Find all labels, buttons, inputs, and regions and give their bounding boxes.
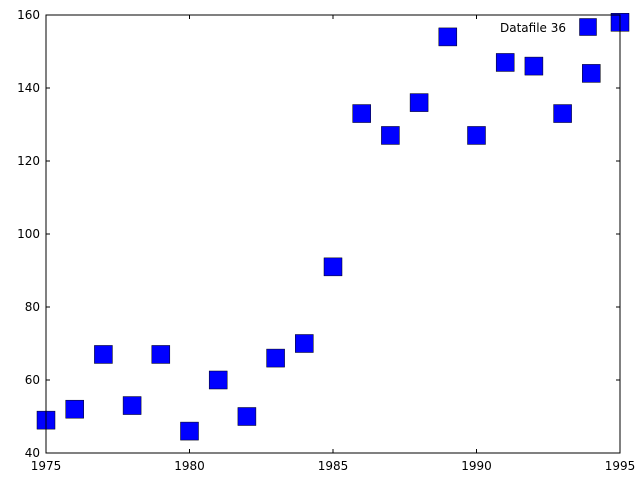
data-point: [180, 421, 199, 441]
data-point: [495, 53, 515, 72]
data-point: [237, 407, 257, 426]
data-point: [208, 370, 228, 390]
y-tick-label: 140: [17, 81, 40, 95]
legend: Datafile 36: [500, 18, 597, 36]
y-tick-label: 80: [25, 300, 40, 314]
x-tick-label: 1980: [174, 459, 205, 473]
data-point: [582, 64, 601, 83]
points-layer: [36, 13, 630, 441]
legend-marker: [579, 18, 597, 36]
y-tick-label: 60: [25, 373, 40, 387]
data-point: [524, 56, 544, 76]
data-point: [122, 396, 142, 415]
x-tick-label: 1985: [318, 459, 349, 473]
data-point: [409, 93, 429, 112]
data-point: [65, 399, 84, 419]
x-tick-label: 1990: [461, 459, 492, 473]
x-tick-label: 1995: [605, 459, 636, 473]
data-point: [381, 126, 400, 145]
data-point: [467, 126, 486, 145]
y-tick-label: 40: [25, 446, 40, 460]
y-tick-label: 160: [17, 8, 40, 22]
y-tick-label: 100: [17, 227, 40, 241]
axes-frame: [45, 14, 621, 454]
x-tick-label: 1975: [31, 459, 62, 473]
data-point: [94, 345, 113, 364]
legend-label: Datafile 36: [500, 21, 566, 35]
ticks-layer: 1975 1980 1985 1990 1995 40 60 80 100 120 140 160: [17, 8, 635, 473]
data-point: [151, 345, 171, 364]
data-point: [438, 27, 458, 47]
data-point: [352, 104, 371, 123]
data-point: [295, 334, 314, 353]
data-point: [553, 104, 572, 123]
data-point: [323, 257, 343, 277]
y-tick-label: 120: [17, 154, 40, 168]
data-point: [266, 348, 285, 368]
